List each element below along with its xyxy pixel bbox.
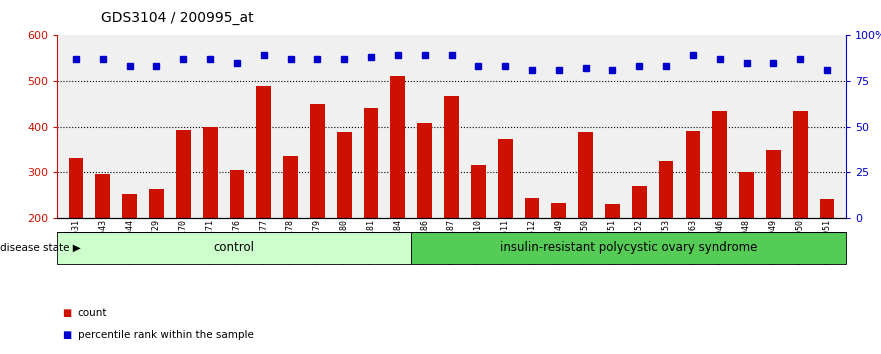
Bar — [149, 189, 164, 309]
Text: GDS3104 / 200995_at: GDS3104 / 200995_at — [101, 11, 254, 25]
Bar — [498, 139, 513, 309]
Bar — [819, 199, 834, 309]
Text: ■: ■ — [62, 330, 70, 339]
Text: control: control — [213, 241, 255, 254]
Bar — [57, 232, 411, 264]
Text: insulin-resistant polycystic ovary syndrome: insulin-resistant polycystic ovary syndr… — [500, 241, 757, 254]
Bar — [632, 186, 647, 309]
Bar — [418, 123, 432, 309]
Bar — [95, 174, 110, 309]
Text: count: count — [78, 308, 107, 318]
Text: disease state ▶: disease state ▶ — [0, 243, 81, 253]
Bar — [411, 232, 846, 264]
Bar — [471, 165, 485, 309]
Bar — [605, 205, 620, 309]
Bar — [69, 159, 84, 309]
Bar — [390, 76, 405, 309]
Bar — [739, 172, 754, 309]
Bar — [256, 86, 271, 309]
Text: percentile rank within the sample: percentile rank within the sample — [78, 330, 254, 339]
Bar — [230, 170, 244, 309]
Bar — [310, 104, 325, 309]
Bar — [685, 131, 700, 309]
Bar — [337, 132, 352, 309]
Bar — [364, 108, 379, 309]
Bar — [713, 110, 727, 309]
Text: ■: ■ — [62, 308, 70, 318]
Bar — [122, 194, 137, 309]
Bar — [176, 130, 190, 309]
Bar — [283, 156, 298, 309]
Bar — [552, 203, 566, 309]
Bar — [203, 127, 218, 309]
Bar — [444, 96, 459, 309]
Bar — [659, 161, 673, 309]
Bar — [793, 110, 808, 309]
Bar — [578, 132, 593, 309]
Bar — [766, 150, 781, 309]
Bar — [524, 198, 539, 309]
